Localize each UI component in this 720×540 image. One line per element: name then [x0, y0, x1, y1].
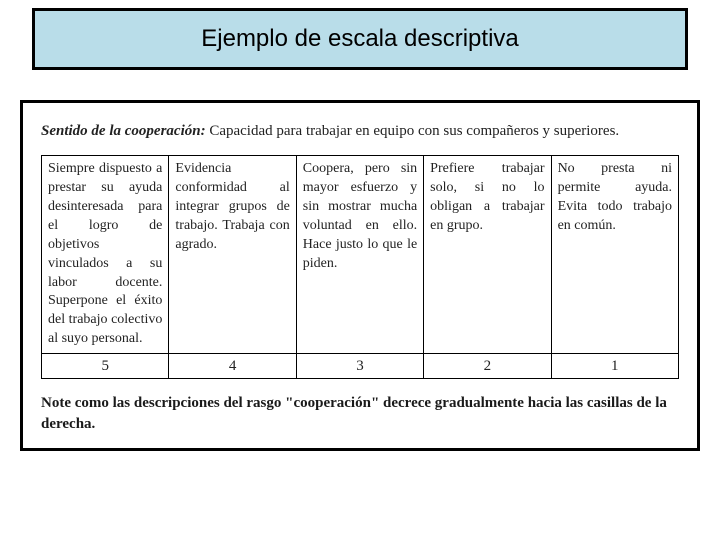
scale-table: Siempre dispuesto a prestar su ayuda des…: [41, 155, 679, 379]
desc-cell-4: Evidencia conformidad al integrar grupos…: [169, 156, 296, 354]
content-box: Sentido de la cooperación: Capacidad par…: [20, 100, 700, 451]
score-cell-2: 2: [424, 354, 551, 379]
score-cell-3: 3: [296, 354, 423, 379]
title-box: Ejemplo de escala descriptiva: [32, 8, 688, 70]
score-cell-1: 1: [551, 354, 678, 379]
description-row: Siempre dispuesto a prestar su ayuda des…: [42, 156, 679, 354]
score-row: 5 4 3 2 1: [42, 354, 679, 379]
heading-row: Sentido de la cooperación: Capacidad par…: [41, 121, 679, 141]
page-title: Ejemplo de escala descriptiva: [201, 25, 519, 52]
heading-label: Sentido de la cooperación:: [41, 123, 206, 139]
desc-cell-2: Prefiere trabajar solo, si no lo obligan…: [424, 156, 551, 354]
desc-cell-5: Siempre dispuesto a prestar su ayuda des…: [42, 156, 169, 354]
desc-cell-3: Coopera, pero sin mayor esfuerzo y sin m…: [296, 156, 423, 354]
score-cell-4: 4: [169, 354, 296, 379]
desc-cell-1: No presta ni permite ayuda. Evita todo t…: [551, 156, 678, 354]
score-cell-5: 5: [42, 354, 169, 379]
heading-definition: Capacidad para trabajar en equipo con su…: [209, 123, 619, 139]
footer-note: Note como las descripciones del rasgo "c…: [41, 393, 679, 434]
